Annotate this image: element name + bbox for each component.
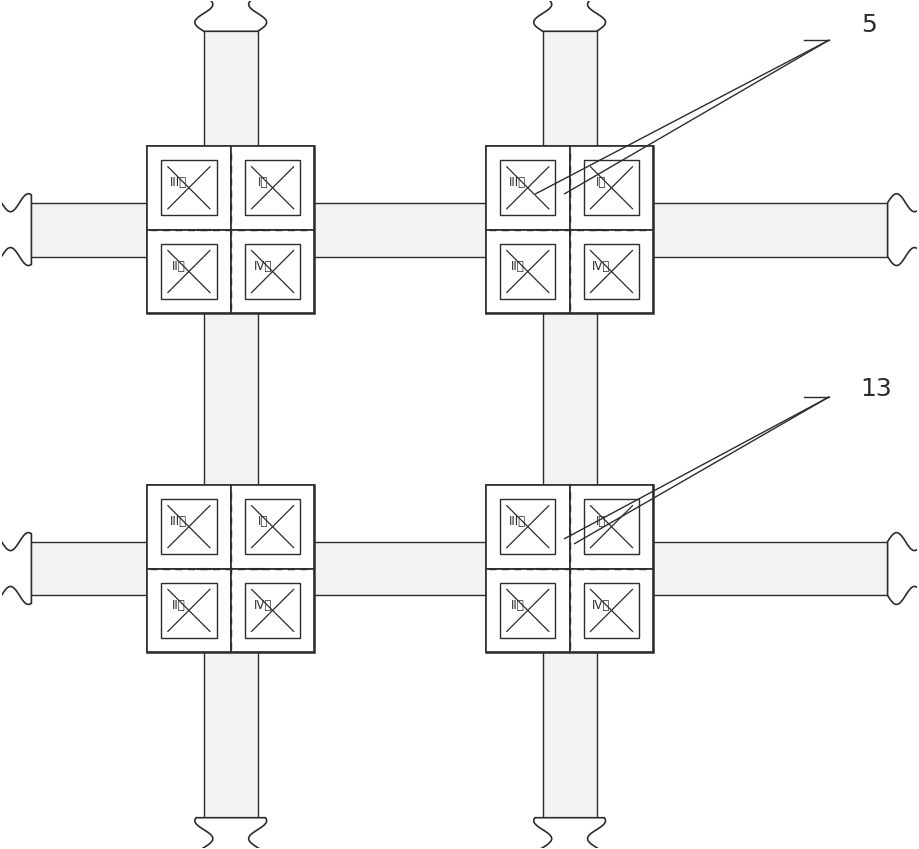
Bar: [147, 229, 231, 313]
Bar: [147, 146, 231, 229]
Text: III区: III区: [170, 515, 187, 528]
Bar: [245, 244, 301, 299]
Bar: [147, 146, 314, 313]
Text: IV区: IV区: [592, 260, 610, 273]
Polygon shape: [0, 532, 31, 604]
Bar: [570, 229, 653, 313]
Bar: [584, 244, 639, 299]
Bar: [231, 146, 314, 229]
Bar: [231, 485, 314, 569]
Bar: [147, 569, 231, 652]
Bar: [584, 582, 639, 638]
Polygon shape: [195, 818, 267, 849]
Text: IV区: IV区: [254, 599, 272, 612]
Bar: [570, 569, 653, 652]
Text: I区: I区: [596, 515, 607, 528]
Bar: [245, 160, 301, 216]
Bar: [570, 485, 653, 569]
Bar: [584, 160, 639, 216]
Polygon shape: [534, 0, 606, 31]
Text: II区: II区: [172, 599, 186, 612]
Bar: [231, 569, 314, 652]
Text: 5: 5: [861, 14, 877, 37]
Bar: [486, 146, 653, 313]
Bar: [31, 203, 888, 256]
Bar: [161, 582, 217, 638]
Bar: [245, 582, 301, 638]
Bar: [161, 499, 217, 554]
Bar: [584, 499, 639, 554]
Bar: [500, 244, 555, 299]
Bar: [147, 485, 314, 652]
Polygon shape: [888, 532, 919, 604]
Text: I区: I区: [257, 177, 267, 189]
Text: IV区: IV区: [254, 260, 272, 273]
Bar: [204, 31, 257, 818]
Bar: [31, 542, 888, 595]
Text: 13: 13: [861, 377, 892, 401]
Bar: [486, 485, 570, 569]
Bar: [486, 569, 570, 652]
Polygon shape: [195, 0, 267, 31]
Polygon shape: [888, 194, 919, 266]
Bar: [245, 499, 301, 554]
Bar: [570, 146, 653, 229]
Text: II区: II区: [172, 260, 186, 273]
Text: II区: II区: [511, 599, 525, 612]
Bar: [147, 485, 231, 569]
Bar: [161, 244, 217, 299]
Bar: [231, 229, 314, 313]
Text: IV区: IV区: [592, 599, 610, 612]
Bar: [486, 146, 570, 229]
Text: III区: III区: [509, 515, 527, 528]
Bar: [500, 160, 555, 216]
Bar: [543, 31, 596, 818]
Text: III区: III区: [509, 177, 527, 189]
Polygon shape: [534, 818, 606, 849]
Text: I区: I区: [257, 515, 267, 528]
Bar: [486, 229, 570, 313]
Bar: [161, 160, 217, 216]
Bar: [486, 485, 653, 652]
Text: I区: I区: [596, 177, 607, 189]
Bar: [500, 499, 555, 554]
Text: III区: III区: [170, 177, 187, 189]
Polygon shape: [0, 194, 31, 266]
Bar: [500, 582, 555, 638]
Text: II区: II区: [511, 260, 525, 273]
